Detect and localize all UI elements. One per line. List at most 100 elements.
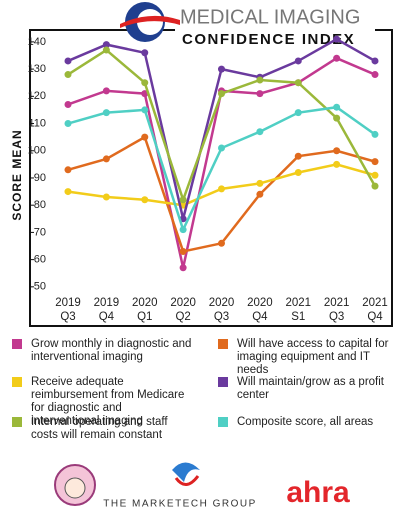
point	[294, 79, 302, 87]
footer-brand: ahra	[286, 476, 350, 509]
point	[294, 57, 302, 65]
point	[256, 128, 264, 136]
x-tick-label: 2021	[324, 297, 350, 309]
point	[64, 188, 72, 196]
y-tick-label: 90	[34, 172, 46, 184]
legend-item: Will maintain/grow as a profit center	[218, 376, 398, 402]
series-line	[67, 135, 376, 253]
point	[179, 226, 187, 234]
point	[64, 100, 72, 108]
legend-label: Grow monthly in diagnostic and intervent…	[31, 338, 192, 363]
legend-label: Composite score, all areas	[237, 416, 374, 428]
point	[256, 190, 264, 198]
point	[64, 120, 72, 128]
y-tick-label: 80	[34, 199, 46, 211]
chart-subtitle: CONFIDENCE INDEX	[182, 31, 355, 48]
y-axis-label: SCORE MEAN	[10, 129, 24, 220]
legend-swatch	[12, 339, 22, 349]
point	[333, 35, 341, 43]
point	[371, 71, 379, 79]
plot-frame	[29, 29, 393, 327]
legend-item: Receive adequate reimbursement from Medi…	[12, 376, 192, 428]
point	[141, 49, 149, 57]
legend-swatch	[218, 377, 228, 387]
x-tick-label: 2020	[132, 297, 158, 309]
point	[64, 57, 72, 65]
legend-label: Will maintain/grow as a profit center	[237, 376, 384, 401]
point	[141, 79, 149, 87]
x-tick-label: Q4	[99, 311, 115, 323]
point	[102, 109, 110, 117]
legend-swatch	[12, 377, 22, 387]
chart-title: MEDICAL IMAGING	[180, 6, 360, 28]
y-tick-label: 110	[28, 117, 46, 129]
y-tick-label: 120	[28, 90, 46, 102]
y-tick-label: 70	[34, 226, 46, 238]
x-tick-label: Q3	[214, 311, 229, 323]
x-tick-label: Q4	[252, 311, 268, 323]
point	[64, 71, 72, 79]
point	[333, 54, 341, 62]
x-tick-label: 2019	[55, 297, 81, 309]
point	[179, 247, 187, 255]
point	[333, 160, 341, 168]
x-tick-label: 2021	[362, 297, 388, 309]
point	[256, 76, 264, 84]
point	[218, 185, 225, 193]
point	[371, 171, 379, 179]
point	[371, 182, 379, 190]
point	[256, 179, 264, 187]
point	[371, 130, 379, 138]
legend-label: Receive adequate reimbursement from Medi…	[31, 376, 185, 427]
point	[141, 133, 149, 141]
point	[333, 114, 341, 122]
point	[102, 87, 110, 95]
point	[179, 264, 187, 272]
legend-item: Will have access to capital for imaging …	[218, 338, 398, 377]
legend-item: Composite score, all areas	[218, 416, 398, 429]
x-tick-label: Q3	[60, 311, 75, 323]
x-tick-label: Q4	[367, 311, 383, 323]
y-tick-label: 130	[28, 63, 46, 75]
x-tick-label: 2020	[170, 297, 196, 309]
x-tick-label: Q1	[137, 311, 152, 323]
y-tick-label: 100	[28, 145, 46, 157]
y-tick-label: 50	[34, 281, 46, 293]
x-tick-label: 2021	[285, 297, 311, 309]
legend-label: Internal operating and staff costs will …	[31, 416, 168, 441]
point	[333, 147, 341, 155]
point	[102, 193, 110, 201]
point	[179, 196, 187, 204]
series-line	[67, 163, 376, 207]
legend-swatch	[12, 417, 22, 427]
point	[102, 155, 110, 163]
legend-label: Will have access to capital for imaging …	[237, 338, 389, 376]
point	[294, 109, 302, 117]
y-tick-label: 60	[34, 254, 46, 266]
point	[294, 169, 302, 177]
series-line	[67, 105, 376, 234]
x-tick-label: 2020	[209, 297, 235, 309]
point	[256, 90, 264, 98]
legend-item: Internal operating and staff costs will …	[12, 416, 192, 442]
point	[141, 196, 149, 204]
point	[64, 166, 72, 174]
x-tick-label: 2019	[94, 297, 120, 309]
point	[294, 152, 302, 160]
y-tick-label: 140	[28, 36, 46, 48]
point	[218, 144, 225, 152]
point	[218, 65, 225, 73]
point	[141, 106, 149, 114]
point	[218, 90, 225, 98]
point	[218, 239, 225, 247]
footer: THE MARKETECH GROUP ahra	[54, 462, 350, 510]
x-tick-label: 2020	[247, 297, 273, 309]
footer-company: THE MARKETECH GROUP	[103, 499, 257, 510]
legend-swatch	[218, 339, 228, 349]
legend-item: Grow monthly in diagnostic and intervent…	[12, 338, 192, 364]
point	[371, 57, 379, 65]
point	[371, 158, 379, 166]
point	[333, 103, 341, 111]
